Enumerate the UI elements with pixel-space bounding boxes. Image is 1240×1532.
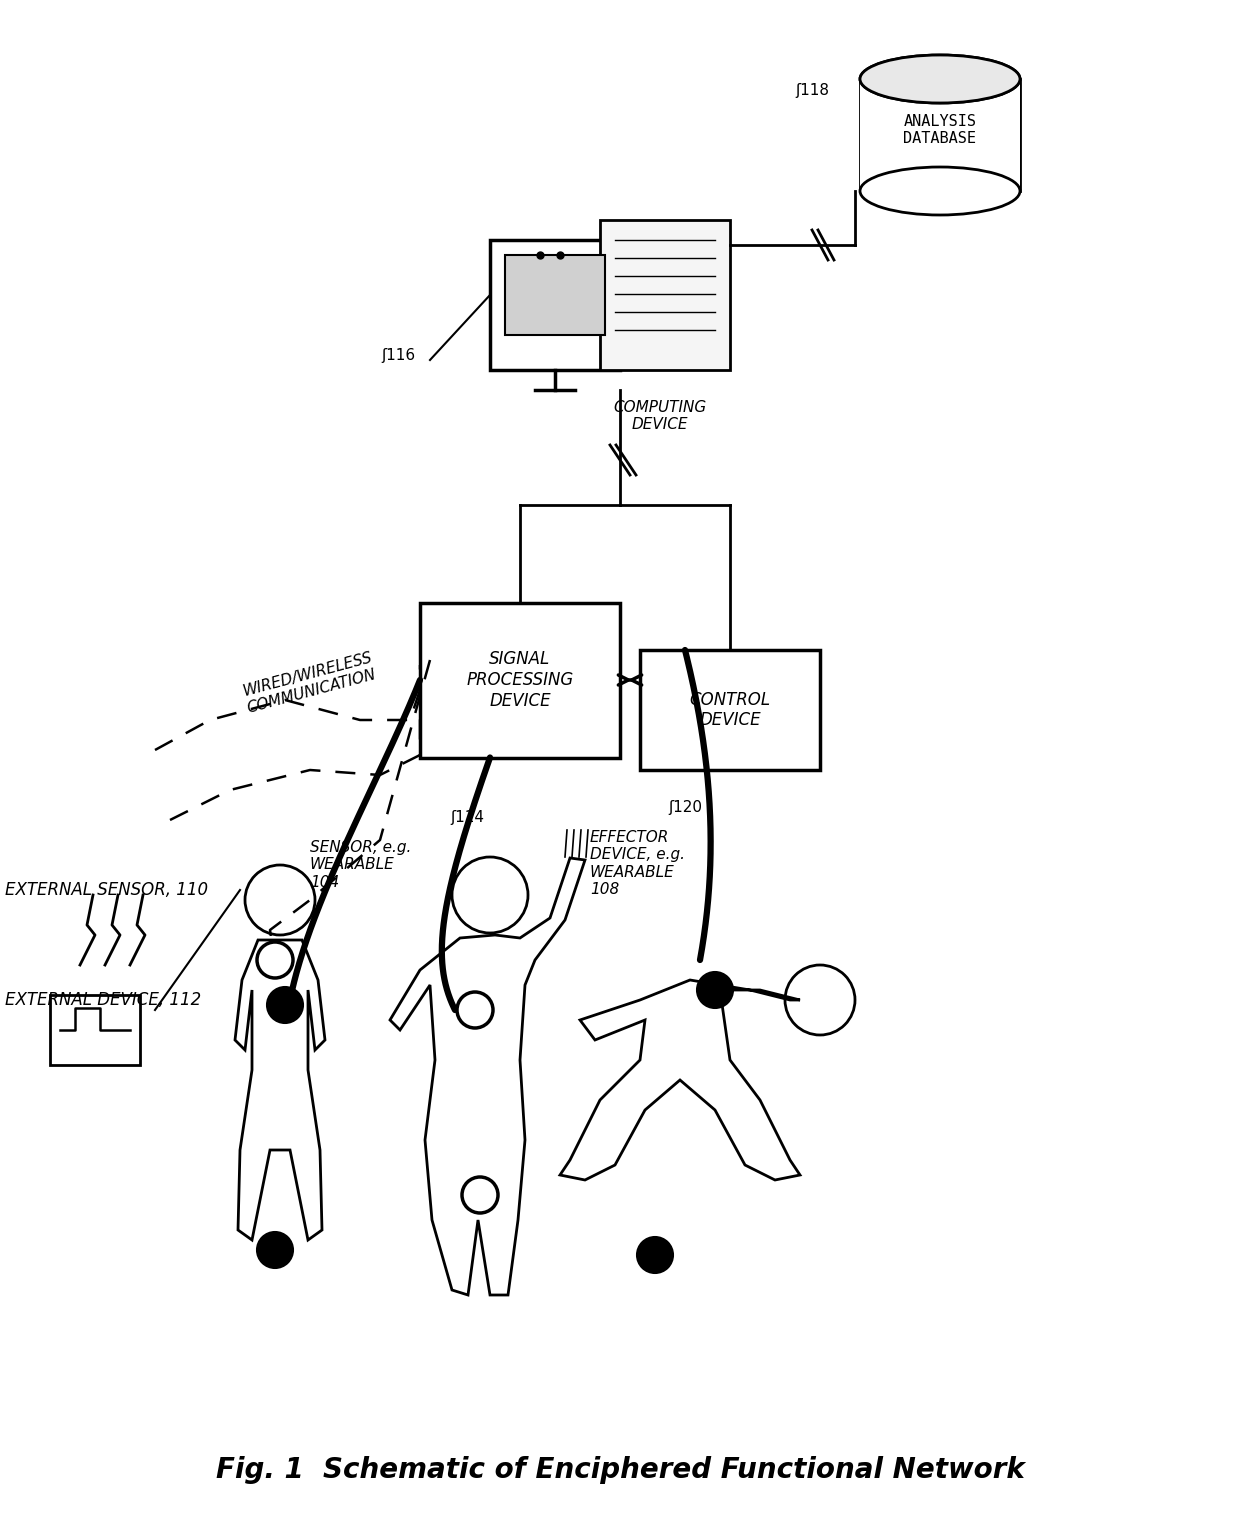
Text: COMPUTING
DEVICE: COMPUTING DEVICE: [614, 400, 707, 432]
Text: WIRED/WIRELESS
COMMUNICATION: WIRED/WIRELESS COMMUNICATION: [241, 650, 378, 715]
Circle shape: [458, 993, 494, 1028]
FancyBboxPatch shape: [640, 650, 820, 771]
Circle shape: [257, 1232, 293, 1268]
FancyBboxPatch shape: [600, 221, 730, 371]
FancyBboxPatch shape: [505, 254, 605, 336]
Circle shape: [267, 987, 303, 1023]
Circle shape: [637, 1236, 673, 1273]
FancyBboxPatch shape: [50, 994, 140, 1065]
Text: SIGNAL
PROCESSING
DEVICE: SIGNAL PROCESSING DEVICE: [466, 650, 574, 709]
Text: ʃ120: ʃ120: [668, 800, 702, 815]
Text: ANALYSIS
DATABASE: ANALYSIS DATABASE: [904, 113, 977, 146]
Ellipse shape: [861, 55, 1021, 103]
Text: ʃ118: ʃ118: [795, 83, 830, 98]
Text: EXTERNAL SENSOR, 110: EXTERNAL SENSOR, 110: [5, 881, 208, 899]
Text: ʃ114: ʃ114: [450, 810, 484, 826]
Text: CONTROL
DEVICE: CONTROL DEVICE: [689, 691, 770, 729]
FancyBboxPatch shape: [420, 602, 620, 757]
Circle shape: [257, 942, 293, 977]
Text: EFFECTOR
DEVICE, e.g.
WEARABLE
108: EFFECTOR DEVICE, e.g. WEARABLE 108: [590, 830, 684, 898]
Text: ʃ116: ʃ116: [381, 348, 415, 363]
Text: Fig. 1  Schematic of Enciphered Functional Network: Fig. 1 Schematic of Enciphered Functiona…: [216, 1455, 1024, 1485]
Text: EXTERNAL DEVICE, 112: EXTERNAL DEVICE, 112: [5, 991, 201, 1010]
Circle shape: [463, 1177, 498, 1213]
Circle shape: [697, 971, 733, 1008]
Polygon shape: [861, 80, 1021, 192]
Text: SENSOR, e.g.
WEARABLE
104: SENSOR, e.g. WEARABLE 104: [310, 840, 412, 890]
FancyBboxPatch shape: [490, 241, 620, 371]
Ellipse shape: [861, 167, 1021, 214]
Ellipse shape: [861, 55, 1021, 103]
